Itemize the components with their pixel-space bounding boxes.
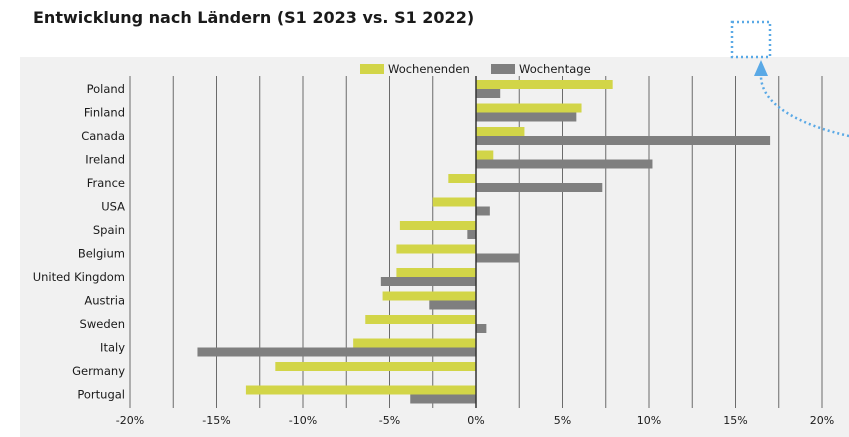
category-label: United Kingdom: [33, 270, 125, 284]
bar-wochenenden-ireland: [476, 150, 494, 160]
category-label: Italy: [100, 341, 125, 355]
x-tick-labels: -20% -15% -10% -5% 0% 5% 10% 15% 20%: [116, 414, 834, 427]
bar-wochenenden-portugal: [245, 385, 476, 395]
x-tick-label: -5%: [379, 414, 400, 427]
legend-swatch: [491, 64, 515, 74]
annotation-arrow-line: [759, 76, 849, 138]
category-labels: Poland Finland Canada Ireland France USA Spain…: [33, 82, 126, 402]
annotation-box: [730, 20, 772, 59]
bar-wochenenden-sweden: [365, 315, 476, 324]
legend-label: Wochentage: [519, 62, 591, 76]
bar-wochenenden-belgium: [396, 244, 476, 254]
bar-wochentage-spain: [467, 230, 476, 239]
bar-wochentage-poland: [476, 89, 501, 98]
category-label: Poland: [87, 82, 125, 96]
bar-wochenenden-canada: [476, 127, 525, 136]
category-label: Belgium: [78, 247, 125, 261]
x-tick-label: -20%: [116, 414, 144, 427]
x-tick-label: -10%: [289, 414, 317, 427]
bar-wochentage-canada: [476, 136, 771, 145]
category-label: France: [87, 176, 125, 190]
bar-wochentage-united-kingdom: [380, 277, 476, 286]
x-tick-label: 15%: [723, 414, 747, 427]
bars: [197, 80, 771, 404]
x-tick-label: 10%: [637, 414, 661, 427]
bar-wochenenden-france: [448, 174, 476, 183]
chart-title: Entwicklung nach Ländern (S1 2023 vs. S1…: [33, 8, 475, 27]
category-label: Spain: [93, 223, 125, 237]
category-label: Canada: [81, 129, 125, 143]
bar-wochentage-italy: [197, 347, 476, 357]
legend: Wochenenden Wochentage: [360, 62, 591, 76]
bar-wochentage-finland: [476, 112, 577, 122]
x-tick-label: 0%: [467, 414, 484, 427]
x-tick-label: 5%: [554, 414, 571, 427]
x-tick-label: 20%: [810, 414, 834, 427]
bar-wochenenden-italy: [353, 338, 476, 348]
bar-wochentage-ireland: [476, 159, 653, 169]
bar-wochenenden-usa: [432, 197, 476, 207]
bar-wochenenden-austria: [382, 291, 476, 301]
bar-wochentage-austria: [429, 300, 476, 310]
category-label: Austria: [84, 294, 125, 308]
category-label: Portugal: [77, 388, 125, 402]
bar-wochenenden-finland: [476, 103, 582, 113]
annotation: [730, 20, 849, 138]
category-label: Sweden: [80, 317, 125, 331]
category-label: Finland: [84, 106, 125, 120]
category-label: Ireland: [85, 153, 125, 167]
x-tick-label: -15%: [202, 414, 230, 427]
bar-wochentage-france: [476, 183, 603, 192]
bar-wochentage-sweden: [476, 324, 487, 333]
bar-wochenenden-poland: [476, 80, 613, 89]
legend-swatch: [360, 64, 384, 74]
legend-label: Wochenenden: [388, 62, 470, 76]
bar-wochentage-belgium: [476, 253, 520, 263]
bar-wochenenden-germany: [275, 362, 476, 371]
bar-wochenenden-united-kingdom: [396, 268, 476, 277]
category-label: Germany: [72, 364, 125, 378]
annotation-arrow-head: [754, 60, 768, 76]
bar-wochenenden-spain: [399, 221, 476, 230]
bar-wochentage-portugal: [410, 394, 476, 404]
bar-wochentage-usa: [476, 206, 490, 216]
category-label: USA: [101, 200, 125, 214]
